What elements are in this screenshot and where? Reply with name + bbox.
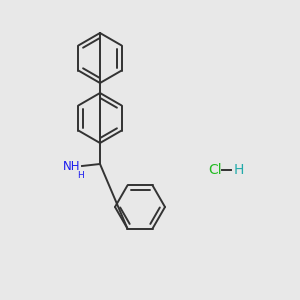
Text: H: H <box>234 163 244 177</box>
Text: NH: NH <box>63 160 81 172</box>
Text: H: H <box>77 171 84 180</box>
Text: Cl: Cl <box>208 163 222 177</box>
